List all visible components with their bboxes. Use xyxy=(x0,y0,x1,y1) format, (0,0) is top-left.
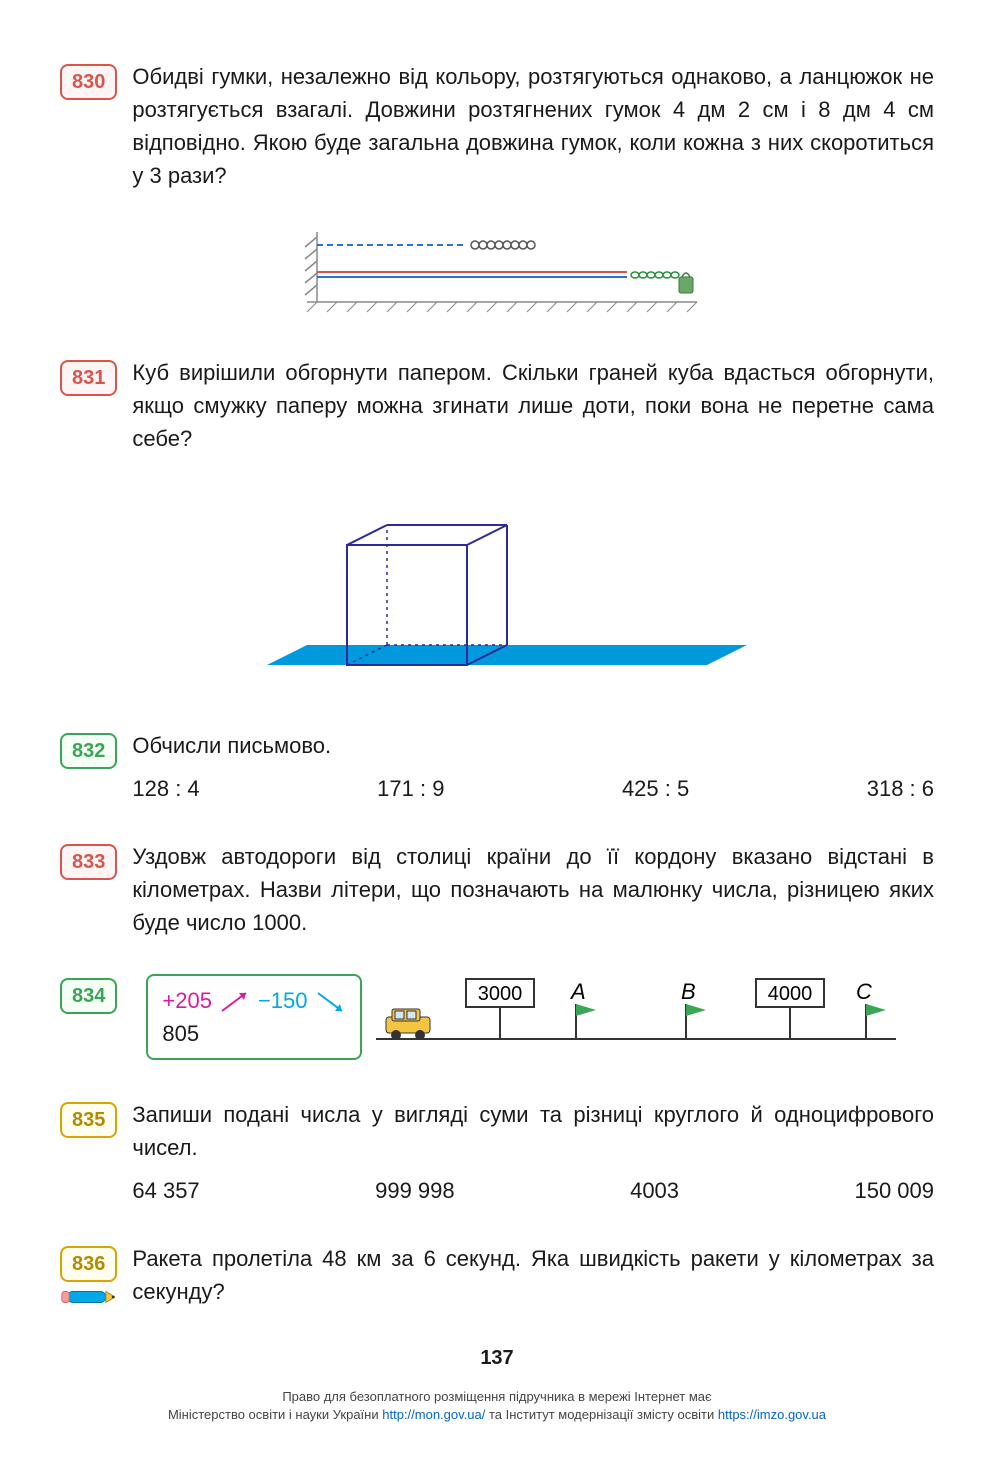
footer-link1[interactable]: http://mon.gov.ua/ xyxy=(382,1407,485,1422)
problem-text-831: Куб вирішили обгорнути папером. Скільки … xyxy=(132,356,934,455)
row-834: 834 +205 −150 805 3000 xyxy=(60,974,934,1073)
nums-row-835: 64 357 999 998 4003 150 009 xyxy=(132,1174,934,1207)
problem-835: 835 Запиши подані числа у вигляді суми т… xyxy=(60,1098,934,1207)
page-number: 137 xyxy=(60,1343,934,1373)
svg-text:C: C xyxy=(856,979,872,1004)
footer: Право для безоплатного розміщення підруч… xyxy=(60,1388,934,1424)
problem-text-832: Обчисли письмово. xyxy=(132,729,934,762)
problem-831: 831 Куб вирішили обгорнути папером. Скіл… xyxy=(60,356,934,455)
problem-836: 836 Ракета пролетіла 48 км за 6 секунд. … xyxy=(60,1242,934,1308)
problem-number-831: 831 xyxy=(60,360,117,396)
calc-4: 318 : 6 xyxy=(867,772,934,805)
problem-number-832: 832 xyxy=(60,733,117,769)
calc-row-832: 128 : 4 171 : 9 425 : 5 318 : 6 xyxy=(132,772,934,805)
problem-number-836: 836 xyxy=(60,1246,117,1282)
num-2: 999 998 xyxy=(375,1174,455,1207)
problem-number-834: 834 xyxy=(60,978,117,1014)
problem-number-830: 830 xyxy=(60,64,117,100)
num-3: 4003 xyxy=(630,1174,679,1207)
figure-830-elastic xyxy=(60,227,934,326)
car-icon xyxy=(386,1009,430,1040)
num-1: 64 357 xyxy=(132,1174,199,1207)
problem-text-836: Ракета пролетіла 48 км за 6 секунд. Яка … xyxy=(132,1242,934,1308)
num-4: 150 009 xyxy=(854,1174,934,1207)
start-805: 805 xyxy=(162,1017,345,1050)
formula-box-834: +205 −150 805 xyxy=(146,974,361,1060)
svg-text:3000: 3000 xyxy=(477,983,522,1005)
calc-1: 128 : 4 xyxy=(132,772,199,805)
calc-3: 425 : 5 xyxy=(622,772,689,805)
footer-line2b: та Інститут модернізації змісту освіти xyxy=(485,1407,718,1422)
problem-number-833: 833 xyxy=(60,844,117,880)
problem-832: 832 Обчисли письмово. 128 : 4 171 : 9 42… xyxy=(60,729,934,805)
problem-text-835: Запиши подані числа у вигляді суми та рі… xyxy=(132,1098,934,1164)
problem-number-835: 835 xyxy=(60,1102,117,1138)
minus-150: −150 xyxy=(258,984,308,1017)
plus-205: +205 xyxy=(162,984,212,1017)
svg-text:A: A xyxy=(569,979,586,1004)
problem-833: 833 Уздовж автодороги від столиці країни… xyxy=(60,840,934,939)
problem-830: 830 Обидві гумки, незалежно від кольору,… xyxy=(60,60,934,192)
calc-2: 171 : 9 xyxy=(377,772,444,805)
footer-line2a: Міністерство освіти і науки України xyxy=(168,1407,382,1422)
figure-831-cube xyxy=(60,490,934,699)
problem-text-830: Обидві гумки, незалежно від кольору, роз… xyxy=(132,60,934,192)
problem-text-833: Уздовж автодороги від столиці країни до … xyxy=(132,840,934,939)
road-diagram: 3000 A B 4000 C xyxy=(376,974,935,1073)
svg-text:B: B xyxy=(681,979,696,1004)
footer-link2[interactable]: https://imzo.gov.ua xyxy=(718,1407,826,1422)
footer-line1: Право для безоплатного розміщення підруч… xyxy=(60,1388,934,1406)
svg-text:4000: 4000 xyxy=(767,983,812,1005)
pencil-icon xyxy=(60,1288,115,1306)
